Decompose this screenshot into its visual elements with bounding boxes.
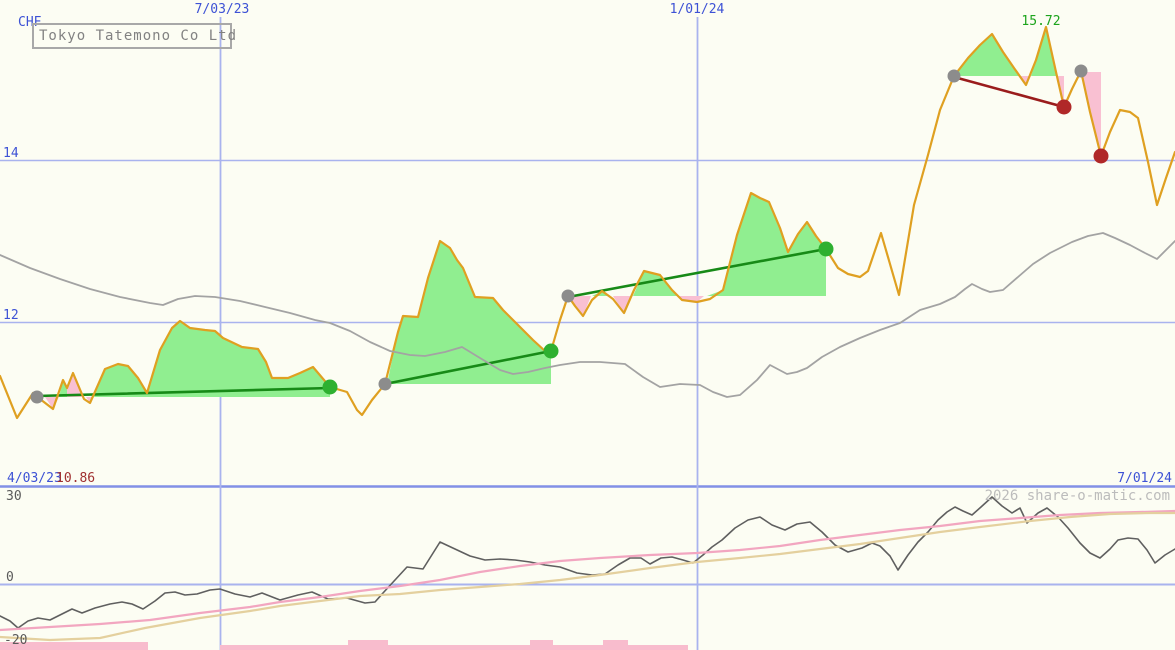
- pivot-start-dot: [378, 377, 392, 391]
- wave-fill-up: [954, 34, 1019, 76]
- start-date-label: 4/03/23: [7, 471, 62, 486]
- wave-fill-up: [94, 321, 330, 397]
- signal-pink-line: [0, 509, 1175, 632]
- osc-tick: 0: [6, 570, 14, 585]
- max-price-label: 15.72: [1021, 14, 1060, 29]
- oscillator-line: [0, 496, 1175, 629]
- trendline-up: [566, 247, 828, 299]
- osc-tick: -20: [4, 633, 27, 648]
- signal-tan-line: [0, 511, 1175, 642]
- volume-bar: [530, 640, 553, 650]
- price-tick: 14: [3, 146, 19, 161]
- trendline-up: [383, 349, 553, 386]
- pivot-down-dot: [1093, 148, 1109, 164]
- volume-bar: [348, 640, 388, 650]
- volume-bar: [220, 645, 348, 650]
- trendline-down: [952, 75, 1066, 109]
- volume-bar: [628, 645, 688, 650]
- pivot-up-dot: [322, 379, 338, 395]
- pivot-down-dot: [1056, 99, 1072, 115]
- volume-bar: [553, 645, 603, 650]
- price-tick: 12: [3, 308, 19, 323]
- wave-fill-down: [613, 296, 632, 313]
- date-tick-top: 1/01/24: [670, 2, 725, 17]
- wave-fill-up: [1031, 27, 1057, 76]
- pivot-up-dot: [543, 343, 559, 359]
- watermark: 2026 share-o-matic.com: [985, 488, 1170, 504]
- wave-fill-down: [677, 296, 704, 302]
- wave-fill-up: [387, 241, 551, 384]
- pivot-start-dot: [30, 390, 44, 404]
- date-tick-top: 7/03/23: [195, 2, 250, 17]
- price-line: [0, 25, 1175, 420]
- min-price-label: 10.86: [56, 471, 95, 486]
- instrument-title: Tokyo Tatemono Co Ltd: [39, 28, 238, 44]
- pivot-start-dot: [947, 69, 961, 83]
- wave-fill-down: [570, 296, 591, 316]
- volume-bar: [388, 645, 530, 650]
- currency-label: CHF: [18, 15, 42, 30]
- instrument-title-box: Tokyo Tatemono Co Ltd: [32, 23, 236, 49]
- volume-bar: [0, 642, 148, 650]
- wave-fill-up: [707, 193, 826, 296]
- pivot-up-dot: [818, 241, 834, 257]
- trendline-up: [35, 386, 332, 398]
- moving-average-line: [0, 232, 1175, 398]
- volume-bar: [603, 640, 628, 650]
- osc-tick: 30: [6, 489, 22, 504]
- wave-fill-up: [633, 271, 677, 296]
- end-date-label: 7/01/24: [1117, 471, 1172, 486]
- pivot-start-dot: [1074, 64, 1088, 78]
- pivot-start-dot: [561, 289, 575, 303]
